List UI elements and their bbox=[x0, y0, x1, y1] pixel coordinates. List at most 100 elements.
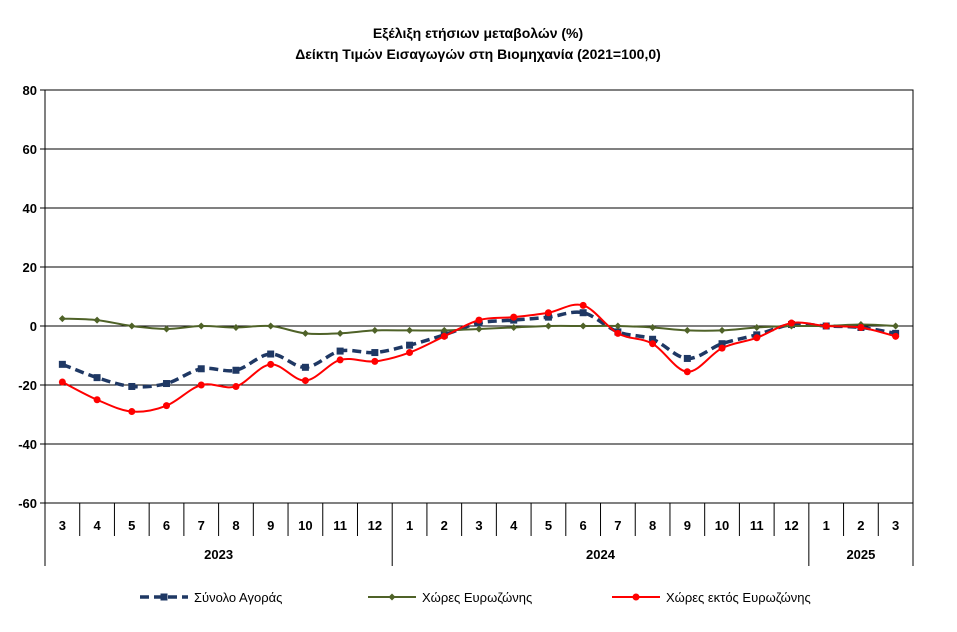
series-2-point bbox=[406, 349, 414, 357]
series-layer bbox=[58, 301, 900, 416]
x-tick-label: 8 bbox=[649, 518, 656, 533]
x-tick-label: 10 bbox=[298, 518, 312, 533]
series-1-point bbox=[683, 326, 691, 334]
plot-frame bbox=[44, 89, 914, 504]
series-2-point bbox=[371, 357, 379, 365]
series-2-point bbox=[614, 329, 622, 337]
series-1-point bbox=[614, 322, 622, 330]
series-1-point bbox=[649, 323, 657, 331]
series-2-point bbox=[822, 322, 830, 330]
x-tick-label: 5 bbox=[545, 518, 552, 533]
series-0-point bbox=[128, 382, 136, 390]
x-tick-label: 1 bbox=[823, 518, 830, 533]
series-1-point bbox=[718, 326, 726, 334]
x-tick-label: 2 bbox=[857, 518, 864, 533]
y-tick-label: 20 bbox=[23, 260, 37, 275]
series-1-point bbox=[197, 322, 205, 330]
x-tick-label: 5 bbox=[128, 518, 135, 533]
chart-subtitle: Δείκτη Τιμών Εισαγωγών στη Βιομηχανία (2… bbox=[295, 46, 661, 62]
series-1-point bbox=[475, 325, 483, 333]
series-1-point bbox=[510, 323, 518, 331]
series-2-point bbox=[58, 378, 66, 386]
series-2-point bbox=[93, 396, 101, 404]
series-2-point bbox=[544, 309, 552, 317]
series-0-point bbox=[301, 363, 309, 371]
series-0-point bbox=[232, 366, 240, 374]
legend-swatch-marker bbox=[160, 593, 168, 601]
year-label: 2023 bbox=[204, 547, 233, 562]
y-tick-label: -40 bbox=[18, 437, 37, 452]
series-0-point bbox=[267, 350, 275, 358]
series-1-point bbox=[232, 323, 240, 331]
series-2-point bbox=[267, 360, 275, 368]
legend-swatch-marker bbox=[632, 593, 640, 601]
grid-layer bbox=[44, 89, 914, 504]
legend-label: Σύνολο Αγοράς bbox=[194, 590, 282, 605]
series-2-point bbox=[579, 301, 587, 309]
series-0-point bbox=[197, 365, 205, 373]
legend: Σύνολο Αγοράς Χώρες Ευρωζώνης Χώρες εκτός … bbox=[140, 590, 811, 605]
x-tick-label: 9 bbox=[684, 518, 691, 533]
series-2-point bbox=[892, 332, 900, 340]
x-tick-label: 11 bbox=[750, 518, 764, 533]
x-tick-label: 12 bbox=[784, 518, 798, 533]
series-1-point bbox=[753, 323, 761, 331]
series-2-point bbox=[683, 368, 691, 376]
y-tick-label: -20 bbox=[18, 378, 37, 393]
series-2-point bbox=[336, 356, 344, 364]
chart-title: Εξέλιξη ετήσιων μεταβολών (%) bbox=[373, 25, 583, 41]
series-1-point bbox=[440, 326, 448, 334]
x-tick-label: 3 bbox=[892, 518, 899, 533]
series-0-point bbox=[718, 340, 726, 348]
series-1-point bbox=[163, 325, 171, 333]
series-2-point bbox=[197, 381, 205, 389]
series-0-point bbox=[649, 335, 657, 343]
series-2-point bbox=[649, 340, 657, 348]
legend-label: Χώρες Ευρωζώνης bbox=[422, 590, 532, 605]
y-tick-label: 60 bbox=[23, 142, 37, 157]
series-2-point bbox=[301, 377, 309, 385]
series-1-point bbox=[301, 329, 309, 337]
x-tick-label: 4 bbox=[510, 518, 518, 533]
x-tick-label: 1 bbox=[406, 518, 413, 533]
series-2-point bbox=[232, 382, 240, 390]
y-tick-label: 0 bbox=[30, 319, 37, 334]
series-2-point bbox=[163, 402, 171, 410]
legend-swatch-marker bbox=[388, 593, 396, 601]
series-1-point bbox=[58, 315, 66, 323]
x-tick-label: 7 bbox=[198, 518, 205, 533]
series-2-point bbox=[857, 323, 865, 331]
series-0-point bbox=[406, 341, 414, 349]
x-tick-label: 6 bbox=[163, 518, 170, 533]
x-tick-label: 4 bbox=[93, 518, 101, 533]
x-tick-label: 6 bbox=[580, 518, 587, 533]
x-tick-label: 11 bbox=[333, 518, 347, 533]
series-0-point bbox=[579, 309, 587, 317]
series-0-point bbox=[371, 349, 379, 357]
y-tick-label: 40 bbox=[23, 201, 37, 216]
series-1-point bbox=[579, 322, 587, 330]
series-0-point bbox=[58, 360, 66, 368]
series-1-point bbox=[371, 326, 379, 334]
year-label: 2025 bbox=[846, 547, 875, 562]
x-tick-label: 12 bbox=[368, 518, 382, 533]
year-label: 2024 bbox=[586, 547, 616, 562]
series-2-point bbox=[753, 334, 761, 342]
x-tick-label: 2 bbox=[441, 518, 448, 533]
series-2-point bbox=[787, 319, 795, 327]
series-1-point bbox=[406, 326, 414, 334]
x-tick-label: 9 bbox=[267, 518, 274, 533]
legend-label: Χώρες εκτός Ευρωζώνης bbox=[666, 590, 811, 605]
x-tick-label: 8 bbox=[232, 518, 239, 533]
x-tick-label: 3 bbox=[475, 518, 482, 533]
series-1-point bbox=[93, 316, 101, 324]
series-2-point bbox=[128, 408, 136, 416]
y-tick-label: 80 bbox=[23, 83, 37, 98]
series-2-point bbox=[718, 344, 726, 352]
series-0-point bbox=[544, 313, 552, 321]
x-tick-label: 7 bbox=[614, 518, 621, 533]
series-2-point bbox=[440, 332, 448, 340]
